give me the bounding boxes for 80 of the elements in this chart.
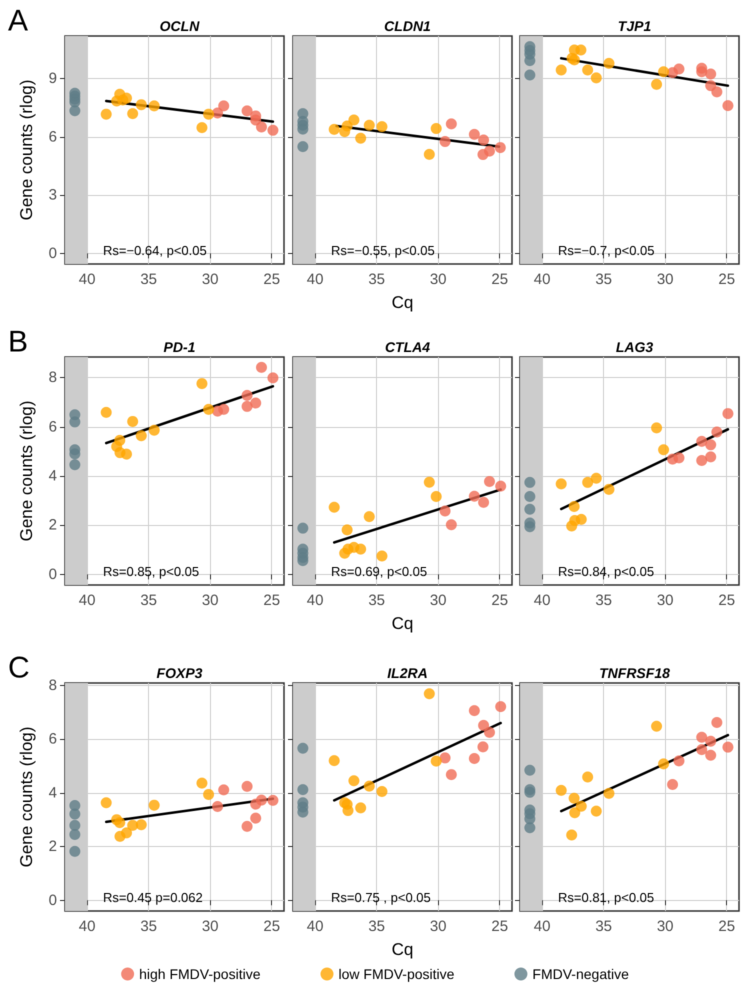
annotation: Rs=0.69, p<0.05	[331, 564, 428, 579]
x-tick-label: 40	[534, 918, 550, 935]
chart-title: PD-1	[164, 339, 196, 355]
x-tick-label: 35	[595, 592, 612, 609]
chart-title: TNFRSF18	[599, 665, 670, 681]
chart-title: IL2RA	[387, 665, 428, 681]
annotation: Rs=−0.7, p<0.05	[558, 243, 654, 258]
text: B	[8, 326, 28, 358]
x-tick-label: 30	[656, 918, 674, 935]
x-tick-label: 35	[368, 592, 386, 609]
x-tick-label: 35	[140, 918, 158, 935]
legend-label: low FMDV-positive	[338, 966, 455, 982]
chart-title: CTLA4	[384, 339, 430, 355]
chart-title: LAG3	[616, 339, 654, 355]
y-axis-title: Gene counts (rlog)	[17, 400, 36, 542]
annotation: Rs=−0.64, p<0.05	[103, 243, 207, 258]
x-tick-label: 40	[78, 271, 96, 288]
x-tick-label: 40	[306, 271, 324, 288]
x-tick-label: 25	[718, 271, 736, 288]
x-axis-title: Cq	[392, 614, 414, 633]
y-tick-label: 6	[48, 418, 57, 436]
x-tick-label: 25	[263, 918, 280, 935]
chart-title: CLDN1	[384, 18, 432, 34]
chart-title: FOXP3	[156, 665, 203, 681]
legend-label: high FMDV-positive	[139, 966, 261, 982]
x-tick-label: 35	[368, 271, 386, 288]
y-axis-title: Gene counts (rlog)	[17, 726, 36, 868]
y-tick-label: 4	[48, 784, 57, 802]
x-tick-label: 30	[202, 271, 219, 288]
y-tick-label: 8	[48, 676, 57, 694]
y-axis-title: Gene counts (rlog)	[17, 80, 36, 220]
annotation: Rs=0.85, p<0.05	[103, 564, 200, 579]
x-axis-title: Cq	[392, 940, 414, 959]
x-tick-label: 35	[140, 271, 158, 288]
y-tick-label: 0	[48, 244, 57, 262]
x-tick-label: 30	[202, 592, 219, 609]
x-tick-label: 35	[140, 592, 158, 609]
legend-label: FMDV-negative	[532, 966, 630, 982]
x-tick-label: 30	[430, 592, 447, 609]
annotation: Rs=0.75 , p<0.05	[331, 890, 431, 905]
x-tick-label: 25	[718, 918, 736, 935]
x-tick-label: 30	[202, 918, 219, 935]
y-tick-label: 2	[48, 516, 57, 534]
x-tick-label: 35	[595, 918, 612, 935]
x-tick-label: 25	[491, 271, 508, 288]
chart-title: OCLN	[160, 18, 200, 34]
x-tick-label: 40	[306, 592, 324, 609]
x-tick-label: 25	[263, 592, 280, 609]
y-tick-label: 0	[48, 892, 57, 909]
annotation: Rs=−0.55, p<0.05	[331, 243, 435, 258]
y-tick-label: 0	[48, 566, 57, 583]
annotation: Rs=0.81, p<0.05	[558, 890, 654, 905]
chart-title: TJP1	[618, 18, 652, 34]
y-tick-label: 4	[48, 468, 57, 485]
x-axis-title: Cq	[392, 293, 414, 312]
y-tick-label: 2	[48, 838, 57, 856]
x-tick-label: 35	[595, 271, 612, 288]
y-tick-label: 8	[48, 369, 57, 386]
x-tick-label: 40	[78, 918, 96, 935]
x-tick-label: 30	[430, 918, 447, 935]
text: A	[8, 4, 28, 38]
x-tick-label: 30	[430, 271, 447, 288]
y-tick-label: 3	[48, 186, 57, 204]
x-tick-label: 25	[263, 271, 280, 288]
x-tick-label: 30	[656, 271, 674, 288]
x-tick-label: 35	[368, 918, 386, 935]
text: C	[8, 652, 30, 684]
x-tick-label: 30	[656, 592, 674, 609]
x-tick-label: 25	[491, 592, 508, 609]
y-tick-label: 6	[48, 730, 57, 748]
y-tick-label: 6	[48, 128, 57, 146]
annotation: Rs=0.84, p<0.05	[558, 564, 654, 579]
x-tick-label: 25	[718, 592, 736, 609]
x-tick-label: 25	[491, 918, 508, 935]
annotation: Rs=0.45 p=0.062	[103, 890, 203, 905]
x-tick-label: 40	[534, 271, 550, 288]
y-tick-label: 9	[48, 70, 57, 88]
x-tick-label: 40	[78, 592, 96, 609]
x-tick-label: 40	[534, 592, 550, 609]
x-tick-label: 40	[306, 918, 324, 935]
